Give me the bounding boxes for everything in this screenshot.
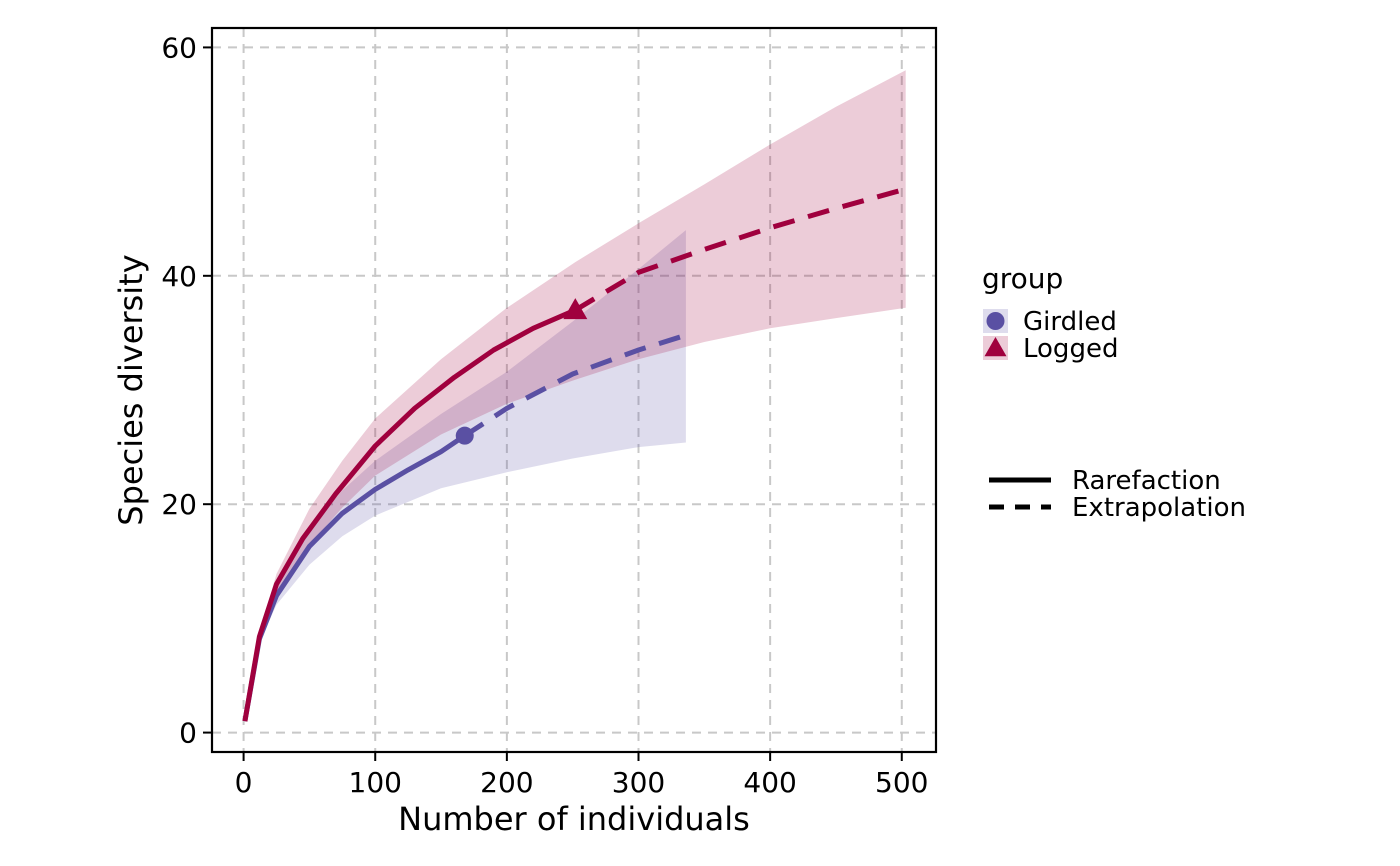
plot-panel-border [210, 26, 938, 754]
legend-label: Rarefaction [1072, 466, 1221, 496]
logged-observed-point [563, 298, 588, 320]
grid-lines [212, 28, 936, 752]
legend-label: Extrapolation [1072, 493, 1246, 523]
x-tick-label: 400 [743, 766, 796, 799]
girdled-confidence-band [244, 230, 686, 722]
y-tick-label: 0 [179, 717, 197, 750]
x-axis-title: Number of individuals [398, 800, 750, 838]
y-tick-label: 20 [161, 488, 197, 521]
confidence-ribbons [244, 70, 906, 722]
logged-rarefaction-line [242, 307, 577, 722]
x-tick-label: 100 [349, 766, 402, 799]
series-lines [242, 186, 907, 722]
x-tick-label: 0 [235, 766, 253, 799]
girdled-extrapolation-line [463, 332, 687, 438]
observed-markers [455, 298, 588, 445]
x-tick-label: 200 [480, 766, 533, 799]
legend-title: group [982, 262, 1063, 295]
legend-key-triangle [984, 337, 1007, 357]
y-tick-label: 40 [161, 260, 197, 293]
y-axis-title: Species diversity [112, 254, 150, 525]
y-tick-label: 60 [161, 31, 197, 64]
axis-ticks: 0 100 200 300 400 500 0 20 40 60 [161, 31, 928, 799]
logged-confidence-band [244, 70, 906, 722]
x-tick-label: 500 [875, 766, 928, 799]
legend-key-circle [986, 312, 1005, 330]
logged-extrapolation-line [574, 186, 907, 313]
legend-label: Logged [1023, 334, 1118, 364]
x-tick-label: 300 [612, 766, 665, 799]
girdled-observed-point [455, 426, 474, 445]
legend-label: Girdled [1023, 307, 1117, 337]
